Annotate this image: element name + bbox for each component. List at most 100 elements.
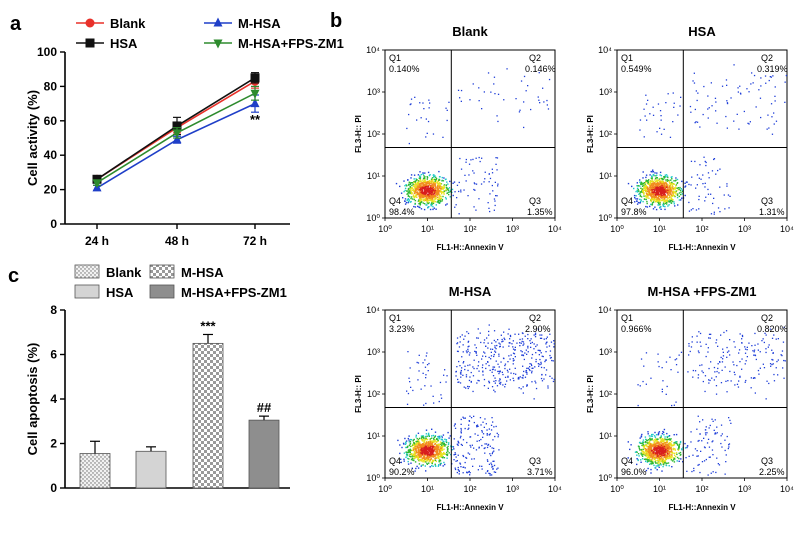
event-dot bbox=[417, 180, 420, 182]
event-dot bbox=[512, 363, 514, 365]
event-dot bbox=[542, 355, 544, 358]
event-dot bbox=[429, 441, 432, 443]
event-dot bbox=[661, 461, 664, 463]
event-dot bbox=[419, 102, 421, 104]
event-dot bbox=[654, 447, 656, 450]
event-dot bbox=[494, 369, 496, 371]
event-dot bbox=[433, 436, 436, 438]
event-dot bbox=[643, 198, 646, 200]
event-dot bbox=[436, 189, 438, 192]
event-dot bbox=[657, 452, 660, 454]
event-dot bbox=[488, 472, 490, 474]
event-dot bbox=[544, 360, 546, 363]
event-dot bbox=[417, 454, 419, 456]
event-dot bbox=[408, 181, 410, 183]
event-dot bbox=[432, 200, 434, 202]
event-dot bbox=[424, 185, 426, 188]
event-dot bbox=[437, 448, 440, 451]
event-dot bbox=[549, 350, 552, 352]
event-dot bbox=[672, 186, 674, 188]
event-dot bbox=[402, 197, 404, 199]
event-dot bbox=[658, 455, 660, 458]
event-dot bbox=[668, 438, 671, 440]
event-dot bbox=[662, 460, 664, 462]
event-dot bbox=[675, 441, 677, 443]
event-dot bbox=[437, 457, 439, 460]
event-dot bbox=[705, 458, 707, 461]
event-dot bbox=[411, 193, 413, 195]
event-dot bbox=[657, 434, 659, 436]
event-dot bbox=[716, 432, 718, 434]
event-dot bbox=[528, 368, 530, 371]
event-dot bbox=[443, 457, 446, 459]
event-dot bbox=[495, 360, 497, 362]
event-dot bbox=[708, 382, 710, 384]
event-dot bbox=[726, 351, 729, 353]
event-dot bbox=[441, 439, 444, 441]
event-dot bbox=[413, 457, 415, 459]
event-dot bbox=[465, 350, 468, 352]
event-dot bbox=[456, 443, 458, 445]
event-dot bbox=[736, 364, 738, 367]
event-dot bbox=[667, 448, 670, 450]
plot-title: HSA bbox=[688, 24, 716, 39]
event-dot bbox=[462, 439, 465, 441]
event-dot bbox=[433, 402, 435, 404]
event-dot bbox=[490, 358, 492, 360]
event-dot bbox=[447, 443, 450, 446]
event-dot bbox=[696, 335, 698, 337]
event-dot bbox=[423, 456, 425, 459]
event-dot bbox=[639, 129, 641, 131]
event-dot bbox=[707, 95, 709, 97]
event-dot bbox=[716, 122, 718, 124]
event-dot bbox=[413, 174, 416, 176]
event-dot bbox=[410, 192, 413, 194]
event-dot bbox=[442, 443, 444, 445]
event-dot bbox=[438, 436, 440, 438]
event-dot bbox=[663, 454, 665, 457]
event-dot bbox=[448, 452, 450, 454]
event-dot bbox=[544, 359, 547, 361]
event-dot bbox=[428, 174, 431, 177]
event-dot bbox=[521, 332, 524, 334]
event-dot bbox=[629, 448, 631, 451]
event-dot bbox=[672, 200, 674, 203]
event-dot bbox=[489, 473, 491, 475]
event-dot bbox=[426, 186, 428, 188]
event-dot bbox=[699, 421, 701, 423]
event-dot bbox=[415, 450, 417, 452]
event-dot bbox=[417, 182, 419, 184]
event-dot bbox=[431, 450, 433, 453]
event-dot bbox=[673, 452, 675, 454]
event-dot bbox=[425, 433, 428, 435]
event-dot bbox=[553, 343, 555, 345]
event-dot bbox=[745, 360, 747, 362]
event-dot bbox=[446, 192, 449, 194]
event-dot bbox=[420, 208, 423, 210]
event-dot bbox=[400, 461, 402, 464]
event-dot bbox=[405, 446, 407, 449]
event-dot bbox=[444, 438, 446, 440]
event-dot bbox=[447, 448, 449, 450]
event-dot bbox=[707, 117, 709, 119]
event-dot bbox=[480, 424, 482, 426]
event-dot bbox=[406, 451, 409, 453]
event-dot bbox=[700, 178, 702, 180]
event-dot bbox=[407, 191, 410, 193]
event-dot bbox=[462, 374, 464, 376]
event-dot bbox=[715, 339, 718, 341]
event-dot bbox=[445, 453, 448, 456]
event-dot bbox=[418, 460, 420, 462]
event-dot bbox=[494, 200, 496, 202]
event-dot bbox=[433, 449, 435, 451]
event-dot bbox=[407, 194, 410, 196]
event-dot bbox=[638, 447, 641, 450]
event-dot bbox=[765, 398, 767, 400]
event-dot bbox=[468, 427, 470, 429]
event-dot bbox=[642, 448, 644, 451]
event-dot bbox=[493, 380, 495, 382]
event-dot bbox=[658, 448, 660, 451]
event-dot bbox=[404, 189, 406, 192]
event-dot bbox=[506, 68, 508, 70]
